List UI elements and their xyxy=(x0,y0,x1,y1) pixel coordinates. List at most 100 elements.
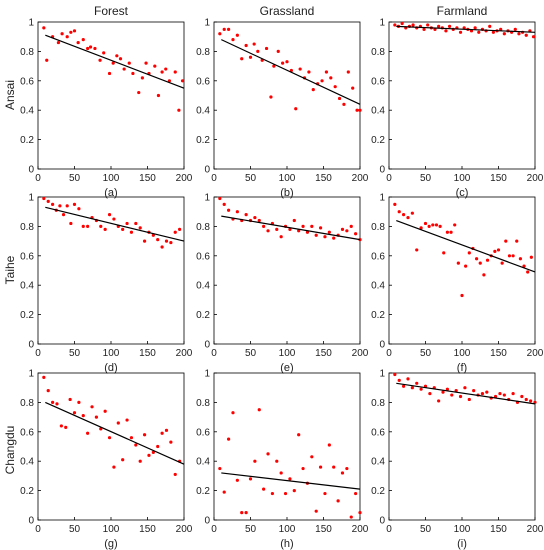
data-point xyxy=(318,226,323,230)
data-point xyxy=(164,428,169,432)
data-point xyxy=(475,257,479,261)
data-point xyxy=(292,489,296,493)
y-tick-label: 0.4 xyxy=(20,457,34,468)
x-tick-label: 50 xyxy=(245,173,257,184)
data-point xyxy=(167,79,171,83)
data-point xyxy=(524,397,528,402)
x-tick-label: 200 xyxy=(352,524,369,535)
data-point xyxy=(58,204,62,208)
data-point xyxy=(327,230,331,234)
data-point xyxy=(526,270,530,274)
data-point xyxy=(279,471,283,475)
data-point xyxy=(518,257,523,261)
data-point xyxy=(137,90,141,95)
data-point xyxy=(72,202,77,206)
data-point xyxy=(426,23,430,27)
x-tick-label: 100 xyxy=(103,524,120,535)
y-tick-label: 0.8 xyxy=(20,398,34,409)
data-point xyxy=(72,411,77,415)
data-point xyxy=(478,261,482,265)
data-point xyxy=(397,210,401,214)
data-point xyxy=(227,437,231,441)
x-tick-label: 100 xyxy=(103,348,120,359)
data-point xyxy=(323,235,327,239)
data-point xyxy=(99,224,103,228)
x-tick-label: 50 xyxy=(69,173,81,184)
data-point xyxy=(64,425,68,429)
y-tick-label: 0.2 xyxy=(20,310,34,321)
data-point xyxy=(253,459,257,463)
data-point xyxy=(301,224,305,228)
panel-caption: (e) xyxy=(280,362,293,374)
data-point xyxy=(151,450,155,454)
data-point xyxy=(252,42,256,46)
panel-c-axes-box xyxy=(388,21,536,170)
data-point xyxy=(262,487,266,491)
panel-c: 0 50 100 150 200 0 0.2 0.4 0.6 0.8 1 (c) xyxy=(371,18,544,200)
data-point xyxy=(499,27,503,31)
y-tick-label: 1 xyxy=(204,193,210,204)
y-tick-label: 0.6 xyxy=(196,427,210,438)
data-point xyxy=(531,35,536,39)
data-point xyxy=(283,491,288,496)
data-point xyxy=(442,251,446,255)
data-point xyxy=(513,27,517,31)
panel-i: 0 50 100 150 200 0 0.2 0.4 0.6 0.8 1 (i) xyxy=(371,369,544,550)
y-tick-label: 1 xyxy=(28,369,34,380)
y-tick-label: 0.4 xyxy=(371,457,385,468)
data-point xyxy=(169,240,173,245)
x-tick-label: 0 xyxy=(386,524,392,535)
row-label-changdu: Changdu xyxy=(3,426,17,475)
x-tick-label: 100 xyxy=(279,348,296,359)
panel-caption: (f) xyxy=(457,362,467,374)
data-point xyxy=(467,397,471,402)
data-point xyxy=(400,21,404,26)
x-tick-label: 0 xyxy=(35,524,41,535)
data-point xyxy=(445,230,449,234)
x-tick-label: 100 xyxy=(103,173,120,184)
data-point xyxy=(463,386,467,390)
data-point xyxy=(69,221,73,226)
data-point xyxy=(125,221,129,226)
y-tick-label: 0.2 xyxy=(20,486,34,497)
data-point xyxy=(511,391,515,396)
y-tick-label: 0 xyxy=(204,165,210,176)
data-point xyxy=(51,202,55,206)
data-point xyxy=(427,224,431,228)
data-point xyxy=(81,414,85,418)
data-point xyxy=(112,217,116,221)
panel-b: 0 50 100 150 200 0 0.2 0.4 0.6 0.8 1 (b) xyxy=(196,18,369,200)
data-point xyxy=(410,211,414,215)
y-tick-label: 0.2 xyxy=(371,135,385,146)
y-tick-label: 0 xyxy=(379,340,385,351)
data-point xyxy=(524,33,528,37)
y-tick-label: 0.6 xyxy=(20,251,34,262)
data-point xyxy=(354,232,358,236)
data-point xyxy=(138,459,142,463)
column-title-forest: Forest xyxy=(94,4,129,18)
data-point xyxy=(477,30,481,34)
y-tick-label: 0 xyxy=(379,165,385,176)
regression-line xyxy=(221,472,361,490)
panel-caption: (h) xyxy=(280,538,293,550)
y-tick-label: 0.6 xyxy=(196,76,210,87)
data-point xyxy=(354,491,358,496)
panel-h-axes-box xyxy=(213,372,361,521)
column-title-grassland: Grassland xyxy=(260,4,315,18)
data-point xyxy=(467,251,471,255)
data-point xyxy=(279,235,283,239)
y-tick-label: 0.8 xyxy=(20,47,34,58)
data-point xyxy=(42,26,46,30)
data-point xyxy=(77,400,81,404)
data-point xyxy=(275,459,279,463)
data-point xyxy=(329,76,333,80)
data-point xyxy=(460,293,464,298)
y-tick-label: 0.4 xyxy=(371,281,385,292)
y-tick-label: 0.6 xyxy=(196,251,210,262)
data-point xyxy=(61,213,66,217)
data-point xyxy=(332,465,336,469)
data-point xyxy=(134,443,138,447)
data-point xyxy=(222,202,226,206)
y-tick-label: 0.8 xyxy=(20,222,34,233)
